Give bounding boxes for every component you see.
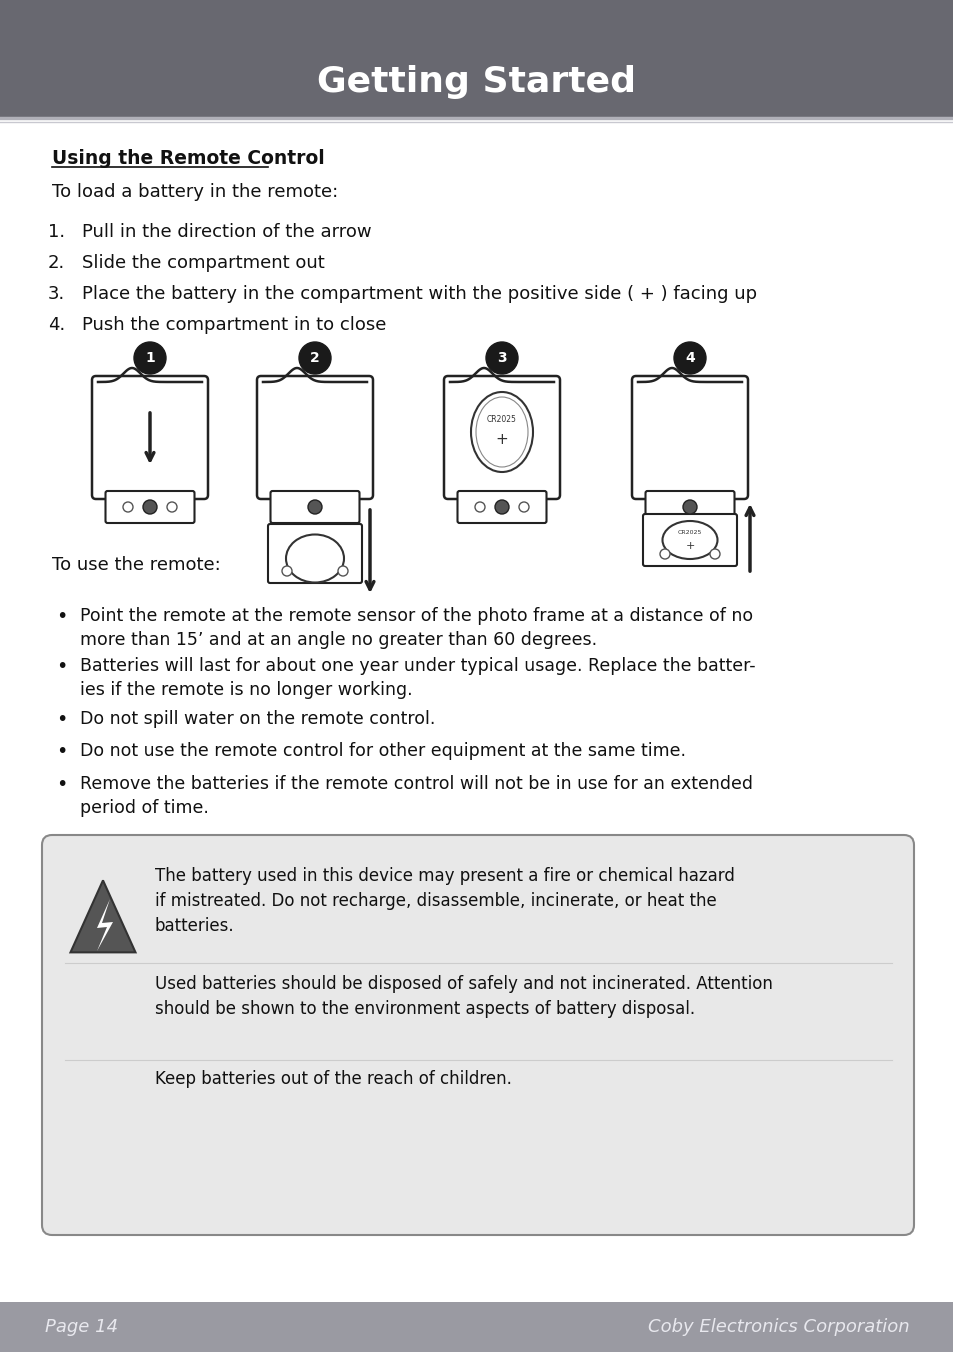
- Text: To use the remote:: To use the remote:: [52, 556, 220, 575]
- Text: Slide the compartment out: Slide the compartment out: [82, 254, 324, 272]
- Text: •: •: [56, 710, 68, 729]
- Text: 1: 1: [145, 352, 154, 365]
- Text: 4: 4: [684, 352, 694, 365]
- Text: Coby Electronics Corporation: Coby Electronics Corporation: [648, 1318, 909, 1336]
- Text: Batteries will last for about one year under typical usage. Replace the batter-
: Batteries will last for about one year u…: [80, 657, 755, 699]
- Circle shape: [337, 566, 348, 576]
- FancyBboxPatch shape: [106, 491, 194, 523]
- Circle shape: [167, 502, 177, 512]
- Text: 2.: 2.: [48, 254, 65, 272]
- Circle shape: [518, 502, 529, 512]
- Text: CR2025: CR2025: [487, 415, 517, 425]
- Text: 4.: 4.: [48, 316, 65, 334]
- Text: 1.: 1.: [48, 223, 65, 241]
- FancyBboxPatch shape: [91, 376, 208, 499]
- Text: Do not use the remote control for other equipment at the same time.: Do not use the remote control for other …: [80, 742, 685, 760]
- Circle shape: [682, 500, 697, 514]
- Text: 3.: 3.: [48, 285, 65, 303]
- Text: Getting Started: Getting Started: [317, 65, 636, 99]
- Text: +: +: [496, 433, 508, 448]
- Text: Point the remote at the remote sensor of the photo frame at a distance of no
mor: Point the remote at the remote sensor of…: [80, 607, 752, 649]
- Polygon shape: [0, 0, 953, 118]
- Ellipse shape: [286, 534, 344, 583]
- Text: •: •: [56, 657, 68, 676]
- Text: •: •: [56, 775, 68, 794]
- Polygon shape: [71, 880, 135, 952]
- Circle shape: [308, 500, 322, 514]
- Circle shape: [298, 342, 331, 375]
- FancyBboxPatch shape: [457, 491, 546, 523]
- FancyBboxPatch shape: [631, 376, 747, 499]
- Text: •: •: [56, 607, 68, 626]
- FancyBboxPatch shape: [271, 491, 359, 523]
- Circle shape: [123, 502, 132, 512]
- Text: Used batteries should be disposed of safely and not incinerated. Attention
shoul: Used batteries should be disposed of saf…: [154, 975, 772, 1018]
- Text: 2: 2: [310, 352, 319, 365]
- Polygon shape: [97, 899, 112, 950]
- Circle shape: [673, 342, 705, 375]
- Polygon shape: [0, 1302, 953, 1352]
- Text: Place the battery in the compartment with the positive side ( + ) facing up: Place the battery in the compartment wit…: [82, 285, 757, 303]
- Ellipse shape: [476, 397, 527, 466]
- Circle shape: [143, 500, 157, 514]
- Text: To load a battery in the remote:: To load a battery in the remote:: [52, 183, 338, 201]
- Circle shape: [282, 566, 292, 576]
- Text: Pull in the direction of the arrow: Pull in the direction of the arrow: [82, 223, 372, 241]
- Circle shape: [475, 502, 484, 512]
- FancyBboxPatch shape: [42, 836, 913, 1234]
- FancyBboxPatch shape: [256, 376, 373, 499]
- Text: Using the Remote Control: Using the Remote Control: [52, 149, 324, 168]
- Circle shape: [495, 500, 509, 514]
- Ellipse shape: [661, 521, 717, 558]
- Text: +: +: [684, 541, 694, 552]
- Text: CR2025: CR2025: [677, 530, 701, 535]
- FancyBboxPatch shape: [268, 525, 361, 583]
- Text: Page 14: Page 14: [45, 1318, 118, 1336]
- Text: •: •: [56, 742, 68, 761]
- Text: Push the compartment in to close: Push the compartment in to close: [82, 316, 386, 334]
- Circle shape: [485, 342, 517, 375]
- Circle shape: [709, 549, 720, 558]
- Text: Keep batteries out of the reach of children.: Keep batteries out of the reach of child…: [154, 1069, 512, 1088]
- Text: Do not spill water on the remote control.: Do not spill water on the remote control…: [80, 710, 435, 727]
- Text: The battery used in this device may present a fire or chemical hazard
if mistrea: The battery used in this device may pres…: [154, 867, 734, 936]
- FancyBboxPatch shape: [642, 514, 737, 566]
- FancyBboxPatch shape: [645, 491, 734, 523]
- Circle shape: [659, 549, 669, 558]
- Circle shape: [133, 342, 166, 375]
- Text: Remove the batteries if the remote control will not be in use for an extended
pe: Remove the batteries if the remote contr…: [80, 775, 752, 818]
- Text: 3: 3: [497, 352, 506, 365]
- FancyBboxPatch shape: [443, 376, 559, 499]
- Ellipse shape: [471, 392, 533, 472]
